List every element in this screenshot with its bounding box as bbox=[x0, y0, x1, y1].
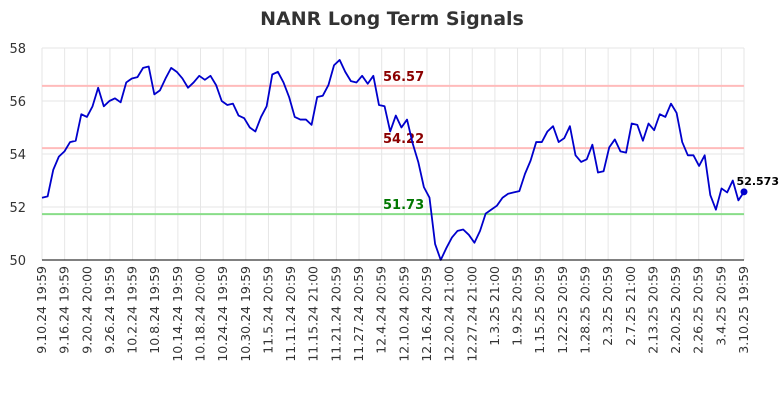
x-tick-label: 3.10.25 19:59 bbox=[736, 266, 751, 354]
x-tick-label: 1.28.25 20:59 bbox=[577, 266, 592, 354]
x-tick-label: 10.8.24 19:59 bbox=[147, 266, 162, 354]
x-tick-label: 9.20.24 20:00 bbox=[79, 266, 94, 354]
x-tick-label: 12.16.24 20:59 bbox=[419, 266, 434, 362]
y-tick-label: 54 bbox=[9, 148, 26, 163]
x-tick-label: 2.3.25 20:59 bbox=[600, 266, 615, 346]
x-tick-label: 2.13.25 20:59 bbox=[645, 266, 660, 354]
price-line bbox=[41, 59, 745, 261]
last-value-marker bbox=[740, 188, 748, 196]
signal-line-label: 56.57 bbox=[383, 70, 424, 85]
signal-line-label: 51.73 bbox=[383, 198, 424, 213]
x-tick-label: 10.18.24 20:00 bbox=[193, 266, 208, 362]
signal-lines: 56.57 54.22 51.73 bbox=[42, 70, 744, 216]
x-tick-label: 10.14.24 19:59 bbox=[170, 266, 185, 362]
y-tick-label: 56 bbox=[9, 95, 26, 110]
x-tick-label: 10.30.24 19:59 bbox=[238, 266, 253, 362]
x-tick-label: 10.2.24 19:59 bbox=[125, 266, 140, 354]
x-tick-label: 2.20.25 20:59 bbox=[668, 266, 683, 354]
x-tick-label: 12.20.24 21:00 bbox=[442, 266, 457, 362]
x-tick-label: 12.27.24 21:00 bbox=[464, 266, 479, 362]
x-tick-label: 1.22.25 20:59 bbox=[555, 266, 570, 354]
x-tick-label: 11.11.24 20:59 bbox=[283, 266, 298, 362]
x-tick-label: 12.10.24 20:59 bbox=[396, 266, 411, 362]
x-tick-label: 2.26.25 20:59 bbox=[691, 266, 706, 354]
last-value-annotation: 52.573 bbox=[737, 175, 779, 196]
x-tick-label: 1.9.25 20:59 bbox=[510, 266, 525, 346]
y-tick-label: 58 bbox=[9, 42, 26, 57]
chart-title: NANR Long Term Signals bbox=[260, 8, 524, 30]
signal-line-label: 54.22 bbox=[383, 132, 424, 147]
x-tick-label: 9.10.24 19:59 bbox=[34, 266, 49, 354]
y-tick-label: 50 bbox=[9, 254, 26, 269]
price-series bbox=[41, 59, 745, 261]
x-tick-label: 1.3.25 21:00 bbox=[487, 266, 502, 346]
y-axis: 50 52 54 56 58 bbox=[9, 42, 26, 269]
x-tick-label: 11.21.24 20:59 bbox=[328, 266, 343, 362]
y-tick-label: 52 bbox=[9, 201, 26, 216]
x-tick-label: 9.26.24 19:59 bbox=[102, 266, 117, 354]
x-tick-label: 1.15.25 20:59 bbox=[532, 266, 547, 354]
x-tick-label: 11.15.24 21:00 bbox=[306, 266, 321, 362]
grid-lines bbox=[41, 47, 745, 261]
x-tick-label: 2.7.25 21:00 bbox=[623, 266, 638, 346]
x-tick-label: 10.24.24 19:59 bbox=[215, 266, 230, 362]
x-tick-label: 11.27.24 20:59 bbox=[351, 266, 366, 362]
x-axis: 9.10.24 19:59 9.16.24 19:59 9.20.24 20:00 9… bbox=[34, 259, 751, 362]
x-tick-label: 12.4.24 20:59 bbox=[374, 266, 389, 354]
x-tick-label: 3.4.25 20:59 bbox=[713, 266, 728, 346]
x-tick-label: 11.5.24 20:59 bbox=[260, 266, 275, 354]
x-tick-label: 9.16.24 19:59 bbox=[57, 266, 72, 354]
last-value-label: 52.573 bbox=[737, 175, 779, 188]
